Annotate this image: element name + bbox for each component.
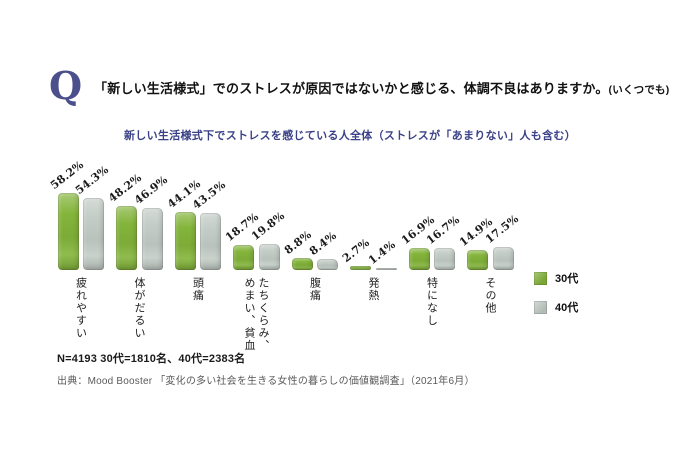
- chart-title: 新しい生活様式下でストレスを感じている人全体（ストレスが「あまりない」人も含む）: [124, 130, 576, 142]
- question-main: 「新しい生活様式」でのストレスが原因ではないかと感じる、体調不良はありますか。: [94, 81, 609, 96]
- question-text: 「新しい生活様式」でのストレスが原因ではないかと感じる、体調不良はありますか。(…: [94, 80, 674, 99]
- bar-40s-3: [258, 243, 280, 270]
- category-label: 疲れやすい: [74, 277, 87, 340]
- sample-size-note: N=4193 30代=1810名、40代=2383名: [57, 353, 246, 365]
- legend-label: 40代: [555, 302, 579, 314]
- bar-30s-2: [174, 211, 196, 270]
- bar-value-label: 8.4%: [306, 228, 339, 258]
- legend-item-0: 30代: [534, 270, 578, 286]
- bar-30s-7: [467, 250, 488, 270]
- legend-label: 30代: [555, 273, 579, 285]
- legend-item-1: 40代: [534, 299, 578, 315]
- category-label: たちくらみ、 めまい、貧血: [243, 277, 269, 352]
- bar-30s-4: [291, 258, 313, 270]
- category-label: 体がだるい: [133, 277, 145, 340]
- bar-30s-6: [408, 247, 430, 270]
- category-label: その他: [484, 277, 496, 315]
- bar-30s-0: [57, 193, 79, 270]
- category-label: 発熱: [367, 277, 379, 302]
- bar-40s-7: [492, 246, 514, 270]
- category-label: 頭痛: [191, 277, 204, 302]
- legend-swatch: [534, 300, 547, 314]
- question-mark: Q: [49, 63, 83, 108]
- legend: 30代 40代: [534, 270, 578, 315]
- bar-40s-5: [375, 268, 397, 270]
- legend-swatch: [534, 271, 547, 285]
- bar-value-label: 2.7%: [339, 236, 372, 266]
- bar-40s-1: [141, 208, 163, 270]
- bar-30s-3: [233, 245, 254, 270]
- category-label: 腹痛: [308, 277, 321, 302]
- bar-40s-0: [83, 198, 104, 270]
- bar-30s-1: [116, 206, 137, 270]
- source-note: 出典：Mood Booster 「変化の多い社会を生きる女性の暮らしの価値観調査…: [57, 376, 475, 387]
- question-note: (いくつでも): [608, 84, 670, 96]
- bar-value-label: 1.4%: [365, 238, 398, 267]
- bar-30s-5: [350, 266, 371, 270]
- bar-40s-6: [434, 247, 455, 270]
- bar-40s-4: [317, 258, 338, 270]
- category-label: 特になし: [425, 277, 438, 327]
- bar-40s-2: [200, 212, 221, 270]
- bar-value-label: 8.8%: [281, 228, 314, 258]
